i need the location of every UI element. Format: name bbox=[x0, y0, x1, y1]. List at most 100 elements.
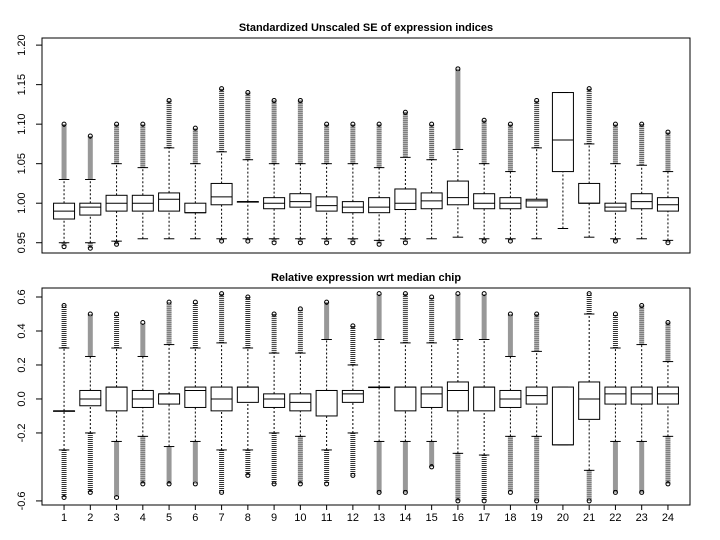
outlier bbox=[87, 245, 93, 251]
x-tick-label: 9 bbox=[271, 512, 277, 524]
box bbox=[473, 193, 496, 210]
outlier bbox=[665, 129, 671, 135]
x-tick-label: 7 bbox=[219, 512, 225, 524]
x-tick-label: 5 bbox=[166, 512, 172, 524]
x-tick-label: 16 bbox=[452, 512, 464, 524]
outlier bbox=[612, 489, 618, 495]
outlier bbox=[534, 97, 540, 103]
outlier bbox=[297, 306, 303, 312]
box bbox=[446, 381, 469, 412]
outlier bbox=[324, 481, 330, 487]
box bbox=[473, 386, 496, 412]
x-tick-label: 17 bbox=[478, 512, 490, 524]
outlier bbox=[245, 238, 251, 244]
box bbox=[394, 386, 417, 412]
outlier bbox=[166, 299, 172, 305]
outlier bbox=[271, 311, 277, 317]
x-tick-label: 18 bbox=[504, 512, 516, 524]
outlier bbox=[114, 241, 120, 247]
x-tick-label: 10 bbox=[294, 512, 306, 524]
outlier bbox=[324, 121, 330, 127]
y-tick-label: 0.95 bbox=[16, 232, 28, 253]
y-tick-label: 1.15 bbox=[16, 74, 28, 95]
x-tick-label: 3 bbox=[114, 512, 120, 524]
x-tick-label: 14 bbox=[399, 512, 411, 524]
box bbox=[551, 386, 574, 446]
box bbox=[289, 193, 312, 208]
y-tick-label: 0.2 bbox=[16, 357, 28, 372]
y-tick-label: 1.00 bbox=[16, 192, 28, 213]
outlier bbox=[271, 240, 277, 246]
outlier bbox=[534, 498, 540, 504]
box bbox=[341, 389, 364, 403]
outlier bbox=[402, 240, 408, 246]
plot-frame bbox=[41, 287, 691, 506]
x-tick-label: 2 bbox=[87, 512, 93, 524]
outlier bbox=[665, 481, 671, 487]
outlier bbox=[455, 291, 461, 297]
outlier bbox=[455, 66, 461, 72]
x-tick-label: 19 bbox=[531, 512, 543, 524]
outlier bbox=[350, 240, 356, 246]
box bbox=[263, 393, 286, 408]
x-tick-label: 6 bbox=[192, 512, 198, 524]
x-tick-label: 24 bbox=[662, 512, 674, 524]
outlier bbox=[140, 319, 146, 325]
y-tick-label: 1.05 bbox=[16, 153, 28, 174]
outlier bbox=[639, 303, 645, 309]
x-tick-label: 21 bbox=[583, 512, 595, 524]
x-tick-label: 12 bbox=[347, 512, 359, 524]
outlier bbox=[507, 121, 513, 127]
box bbox=[420, 386, 443, 408]
x-tick-label: 8 bbox=[245, 512, 251, 524]
outlier bbox=[507, 489, 513, 495]
box bbox=[446, 180, 469, 206]
plot-frame bbox=[41, 37, 691, 254]
outlier bbox=[219, 86, 225, 92]
y-tick-label: -0.6 bbox=[16, 491, 28, 510]
box bbox=[79, 202, 102, 216]
box bbox=[578, 182, 601, 204]
outlier bbox=[297, 240, 303, 246]
outlier bbox=[534, 311, 540, 317]
y-tick-label: -0.2 bbox=[16, 423, 28, 442]
box bbox=[630, 386, 653, 405]
y-tick-label: 0.4 bbox=[16, 323, 28, 338]
outlier bbox=[507, 238, 513, 244]
outlier bbox=[166, 481, 172, 487]
y-tick-label: 1.20 bbox=[16, 34, 28, 55]
outlier bbox=[271, 97, 277, 103]
outlier bbox=[87, 311, 93, 317]
outlier bbox=[192, 125, 198, 131]
outlier bbox=[429, 121, 435, 127]
outlier bbox=[192, 299, 198, 305]
outlier bbox=[140, 481, 146, 487]
x-tick-label: 20 bbox=[557, 512, 569, 524]
outlier bbox=[429, 294, 435, 300]
chart-title: Standardized Unscaled SE of expression i… bbox=[239, 22, 493, 34]
outlier bbox=[639, 121, 645, 127]
x-tick-label: 15 bbox=[426, 512, 438, 524]
outlier bbox=[114, 495, 120, 501]
outlier bbox=[402, 109, 408, 115]
outlier bbox=[192, 481, 198, 487]
box bbox=[315, 196, 338, 212]
box bbox=[105, 386, 128, 412]
outlier bbox=[140, 121, 146, 127]
box bbox=[158, 393, 181, 405]
outlier bbox=[455, 498, 461, 504]
y-tick-label: 0.6 bbox=[16, 289, 28, 304]
x-tick-label: 4 bbox=[140, 512, 146, 524]
outlier bbox=[586, 86, 592, 92]
box bbox=[158, 192, 181, 212]
outlier bbox=[376, 121, 382, 127]
outlier bbox=[87, 133, 93, 139]
outlier bbox=[350, 323, 356, 329]
y-tick-label: 1.10 bbox=[16, 113, 28, 134]
box bbox=[210, 182, 233, 206]
outlier bbox=[481, 238, 487, 244]
outlier bbox=[271, 481, 277, 487]
outlier bbox=[481, 498, 487, 504]
box bbox=[184, 386, 207, 408]
outlier bbox=[245, 472, 251, 478]
